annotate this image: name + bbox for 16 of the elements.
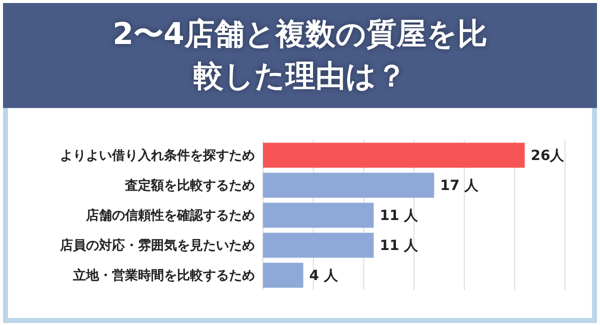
data-label: 11 人 xyxy=(380,238,420,254)
data-label: 17 人 xyxy=(440,178,480,194)
bar xyxy=(263,262,304,288)
y-tick-label: 査定額を比較するため xyxy=(124,178,255,194)
bar xyxy=(263,202,374,228)
y-tick-label: 店舗の信頼性を確認するため xyxy=(85,208,255,224)
bar xyxy=(263,142,525,168)
data-label: 4 人 xyxy=(309,268,339,284)
bar xyxy=(263,232,374,258)
data-label: 11 人 xyxy=(380,208,420,224)
chart-title: 2〜4店舗と複数の質屋を比較した理由は？ xyxy=(112,16,488,96)
y-tick-label: 店員の対応・雰囲気を見たいため xyxy=(59,238,255,254)
y-tick-label: よりよい借り入れ条件を探すため xyxy=(60,148,255,164)
y-tick-label: 立地・営業時間を比較するため xyxy=(72,268,255,284)
data-label: 26人 xyxy=(530,148,566,164)
bar xyxy=(263,172,434,198)
